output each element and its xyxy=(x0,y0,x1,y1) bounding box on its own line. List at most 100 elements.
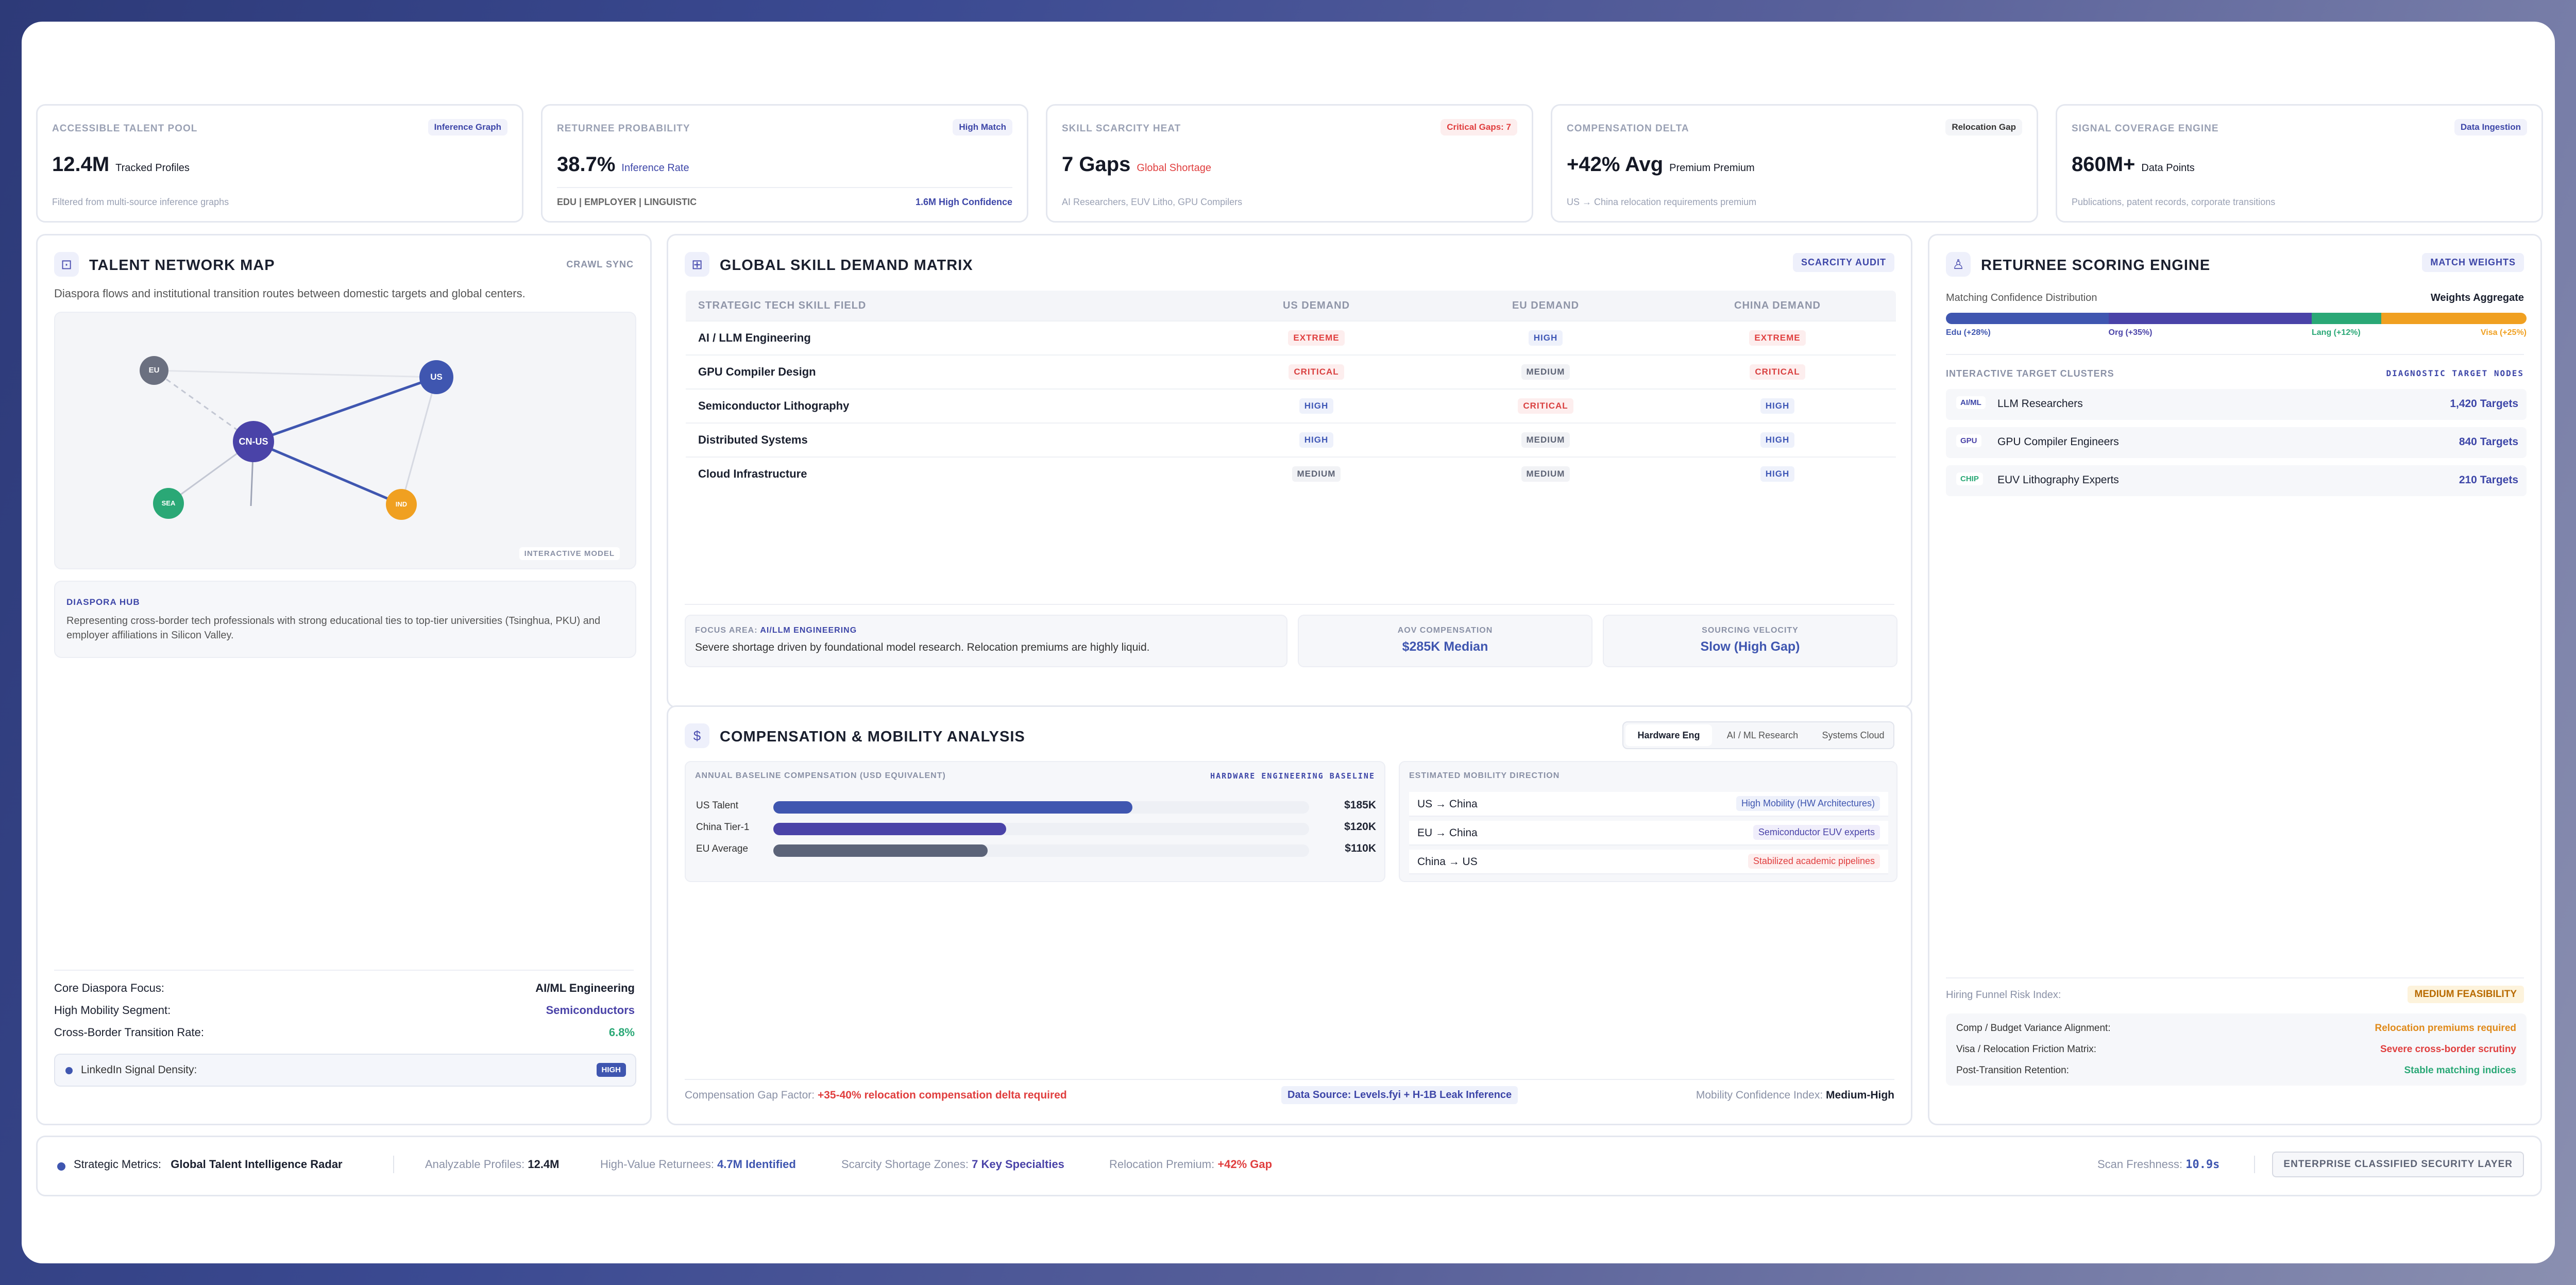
footer-separator xyxy=(2254,1156,2255,1173)
kpi-returnee-probability[interactable]: RETURNEE PROBABILITY High Match 38.7% Inf… xyxy=(541,104,1028,223)
kpi-value: 7 Gaps Global Shortage xyxy=(1062,153,1211,176)
cn-demand-cell: HIGH xyxy=(1659,388,1896,423)
compensation-panel: $ COMPENSATION & MOBILITY ANALYSIS Hardw… xyxy=(667,705,1912,1125)
confidence-distribution-bar xyxy=(1946,313,2527,324)
table-row[interactable]: Distributed Systems HIGH MEDIUM HIGH xyxy=(686,422,1896,457)
node-cn-us[interactable]: CN-US xyxy=(233,421,274,462)
baseline-compensation-chart: ANNUAL BASELINE COMPENSATION (USD EQUIVA… xyxy=(685,761,1385,882)
mobility-note: High Mobility (HW Architectures) xyxy=(1736,796,1880,811)
kpi-foot-right: 1.6M High Confidence xyxy=(915,197,1012,207)
cluster-count: 210 Targets xyxy=(2459,474,2518,486)
table-row[interactable]: GPU Compiler Design CRITICAL MEDIUM CRIT… xyxy=(686,354,1896,389)
demand-badge: HIGH xyxy=(1760,398,1795,414)
kpi-talent-pool[interactable]: ACCESSIBLE TALENT POOL Inference Graph 1… xyxy=(36,104,523,223)
kpi-signal-coverage[interactable]: SIGNAL COVERAGE ENGINE Data Ingestion 86… xyxy=(2056,104,2543,223)
mobility-row[interactable]: US → China High Mobility (HW Architectur… xyxy=(1409,792,1888,817)
tab-systems-cloud[interactable]: Systems Cloud xyxy=(1822,730,1885,740)
demand-badge: HIGH xyxy=(1760,432,1795,448)
panel-title: RETURNEE SCORING ENGINE xyxy=(1981,257,2211,274)
target-cluster-item[interactable]: CHIP EUV Lithography Experts 210 Targets xyxy=(1946,465,2527,496)
col-skill: STRATEGIC TECH SKILL FIELD xyxy=(686,291,1200,321)
bar-fill xyxy=(773,844,988,857)
table-row[interactable]: Cloud Infrastructure MEDIUM MEDIUM HIGH xyxy=(686,456,1896,491)
footer-scarcity: Scarcity Shortage Zones: 7 Key Specialti… xyxy=(841,1158,1064,1171)
risk-row: Post-Transition Retention: Stable matchi… xyxy=(1946,1061,2527,1081)
eu-demand-cell: MEDIUM xyxy=(1432,456,1659,491)
node-us[interactable]: US xyxy=(419,360,453,394)
kpi-compensation-delta[interactable]: COMPENSATION DELTA Relocation Gap +42% A… xyxy=(1551,104,2038,223)
kpi-label: SKILL SCARCITY HEAT xyxy=(1062,123,1181,134)
bar-track xyxy=(773,823,1309,835)
kpi-value: +42% Avg Premium Premium xyxy=(1567,153,1755,176)
us-demand-cell: EXTREME xyxy=(1200,320,1432,355)
risk-label: Visa / Relocation Friction Matrix: xyxy=(1956,1044,2097,1055)
bar-fill xyxy=(773,801,1132,814)
risk-divider xyxy=(1946,977,2524,978)
table-row[interactable]: AI / LLM Engineering EXTREME HIGH EXTREM… xyxy=(686,320,1896,355)
us-demand-cell: MEDIUM xyxy=(1200,456,1432,491)
node-eu[interactable]: EU xyxy=(140,356,168,385)
focus-area-card: FOCUS AREA: AI/LLM ENGINEERING Severe sh… xyxy=(685,615,1287,667)
linkedin-signal-row[interactable]: LinkedIn Signal Density: HIGH xyxy=(54,1054,636,1087)
us-demand-cell: HIGH xyxy=(1200,422,1432,457)
segment-label: Lang (+12%) xyxy=(2312,328,2361,337)
kpi-value: 860M+ Data Points xyxy=(2072,153,2195,176)
kpi-tag: High Match xyxy=(953,119,1012,136)
stats-divider xyxy=(54,970,634,971)
comp-divider xyxy=(685,1079,1894,1080)
signal-badge: HIGH xyxy=(596,1063,626,1077)
cluster-tag: AI/ML xyxy=(1956,396,1986,409)
cluster-tag: CHIP xyxy=(1956,472,1983,485)
demand-badge: HIGH xyxy=(1299,432,1334,448)
mobility-note: Stabilized academic pipelines xyxy=(1748,854,1880,869)
security-layer-badge[interactable]: ENTERPRISE CLASSIFIED SECURITY LAYER xyxy=(2272,1152,2524,1177)
col-cn: CHINA DEMAND xyxy=(1659,291,1896,321)
kpi-foot: Publications, patent records, corporate … xyxy=(2072,197,2276,207)
distribution-legend: Edu (+28%) Org (+35%) Lang (+12%) Visa (+25… xyxy=(1946,328,2527,341)
skill-name: AI / LLM Engineering xyxy=(686,320,1200,355)
hub-text: Representing cross-border tech professio… xyxy=(66,615,601,641)
aov-value: $285K Median xyxy=(1402,639,1488,654)
node-sea[interactable]: SEA xyxy=(153,488,184,519)
kpi-foot: AI Researchers, EUV Litho, GPU Compilers xyxy=(1062,197,1243,207)
us-demand-cell: HIGH xyxy=(1200,388,1432,423)
skill-name: GPU Compiler Design xyxy=(686,354,1200,389)
target-cluster-item[interactable]: AI/ML LLM Researchers 1,420 Targets xyxy=(1946,389,2527,420)
edge-cnus-ind xyxy=(253,440,402,506)
diaspora-hub-card: DIASPORA HUB Representing cross-border t… xyxy=(54,581,636,658)
cluster-name: LLM Researchers xyxy=(1997,398,2083,410)
baseline-tag: HARDWARE ENGINEERING BASELINE xyxy=(1210,771,1375,781)
segment-label: Visa (+25%) xyxy=(2480,328,2527,337)
edge-cnus-us xyxy=(253,376,437,443)
aov-card: AOV COMPENSATION $285K Median xyxy=(1298,615,1592,667)
skill-name: Cloud Infrastructure xyxy=(686,456,1200,491)
mobility-route: EU → China xyxy=(1417,827,1478,839)
talent-network-panel: ⊡ TALENT NETWORK MAP CRAWL SYNC Diaspora… xyxy=(36,234,652,1125)
panel-title: GLOBAL SKILL DEMAND MATRIX xyxy=(720,257,973,274)
network-icon: ⊡ xyxy=(54,252,79,277)
skill-demand-table: STRATEGIC TECH SKILL FIELD US DEMAND EU … xyxy=(685,290,1897,492)
distribution-segment xyxy=(2381,313,2527,324)
stat-core-focus: Core Diaspora Focus: AI/ML Engineering xyxy=(54,982,635,994)
cluster-name: EUV Lithography Experts xyxy=(1997,474,2119,486)
kpi-skill-scarcity[interactable]: SKILL SCARCITY HEAT Critical Gaps: 7 7 G… xyxy=(1046,104,1533,223)
scarcity-audit-button[interactable]: SCARCITY AUDIT xyxy=(1792,253,1894,272)
distribution-segment xyxy=(1946,313,2109,324)
cn-demand-cell: EXTREME xyxy=(1659,320,1896,355)
target-cluster-item[interactable]: GPU GPU Compiler Engineers 840 Targets xyxy=(1946,427,2527,458)
table-row[interactable]: Semiconductor Lithography HIGH CRITICAL … xyxy=(686,388,1896,423)
tab-ai-ml-research[interactable]: AI / ML Research xyxy=(1726,730,1799,740)
tab-hardware-eng[interactable]: Hardware Eng xyxy=(1625,724,1712,746)
match-weights-button[interactable]: MATCH WEIGHTS xyxy=(2422,253,2524,272)
mobility-row[interactable]: China → US Stabilized academic pipelines xyxy=(1409,850,1888,874)
bar-track xyxy=(773,801,1309,814)
footer-strategic: Strategic Metrics: Global Talent Intelli… xyxy=(74,1158,343,1171)
node-ind[interactable]: IND xyxy=(386,489,417,520)
network-canvas[interactable]: EU US CN-US SEA IND INTERACTIVE MODEL xyxy=(54,312,636,569)
footer-freshness: Scan Freshness: 10.9s xyxy=(2097,1158,2220,1171)
demand-badge: MEDIUM xyxy=(1521,364,1570,380)
hub-title: DIASPORA HUB xyxy=(66,597,140,607)
mobility-row[interactable]: EU → China Semiconductor EUV experts xyxy=(1409,821,1888,846)
risk-value: Severe cross-border scrutiny xyxy=(2380,1044,2516,1055)
demand-badge: HIGH xyxy=(1299,398,1334,414)
